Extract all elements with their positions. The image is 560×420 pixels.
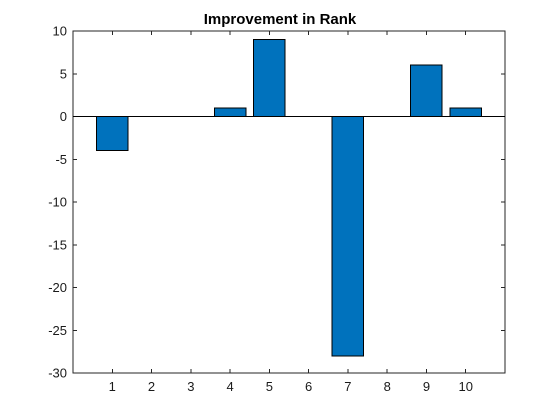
bar-7 (331, 116, 365, 357)
x-tick-label: 8 (384, 379, 391, 394)
y-tick-label: 0 (60, 109, 67, 124)
y-tick-label: 10 (53, 24, 67, 39)
x-tick-label: 10 (458, 379, 472, 394)
bar-4 (213, 107, 247, 117)
y-tick-label: -30 (48, 366, 67, 381)
x-tick-label: 9 (423, 379, 430, 394)
plot-area: -30 -25 -20 -15 -10 -5 0 5 10 1 2 3 4 5 6 7 8 9 10 (48, 24, 506, 394)
y-tick-label: 5 (60, 66, 67, 81)
bar-5 (253, 39, 286, 117)
x-tick-label: 6 (305, 379, 312, 394)
x-tick-label: 5 (266, 379, 273, 394)
bar-10 (449, 107, 482, 117)
y-tick-label: -25 (48, 323, 67, 338)
bar-9 (410, 64, 443, 117)
y-tick-label: -5 (55, 152, 67, 167)
x-tick-label: 7 (344, 379, 351, 394)
x-tick-label: 1 (109, 379, 116, 394)
x-tick-label: 2 (148, 379, 155, 394)
y-tick-label: -20 (48, 280, 67, 295)
y-tick-label: -10 (48, 195, 67, 210)
x-tick-label: 3 (187, 379, 194, 394)
chart-title: Improvement in Rank (204, 11, 357, 28)
bar-1 (96, 116, 129, 152)
y-tick-label: -15 (48, 237, 67, 252)
x-tick-label: 4 (226, 379, 233, 394)
